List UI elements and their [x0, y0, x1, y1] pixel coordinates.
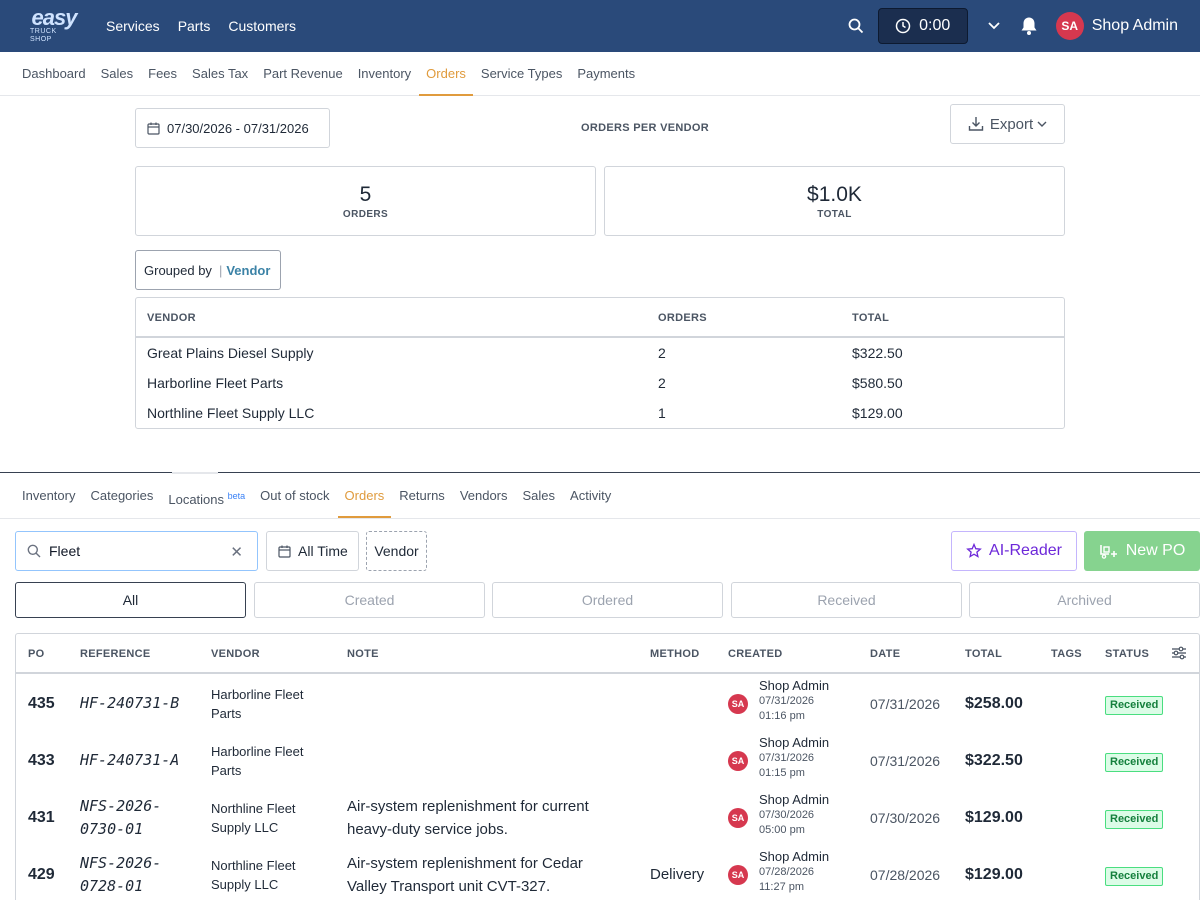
table-row[interactable]: 433 HF-240731-A Harborline Fleet Parts SA… — [16, 732, 1200, 789]
status-tab-ordered[interactable]: Ordered — [492, 582, 723, 618]
timer-value: 0:00 — [919, 17, 951, 34]
search-icon[interactable] — [848, 18, 864, 34]
pane-divider-handle[interactable] — [172, 472, 218, 474]
table-row[interactable]: 431 NFS-2026- 0730-01 Northline Fleet Supp… — [16, 789, 1200, 846]
status-badge: Received — [1105, 753, 1164, 772]
chevron-down-icon — [1037, 121, 1047, 127]
new-po-button[interactable]: New PO — [1084, 531, 1200, 571]
top-bar: easy TRUCK SHOP Services Parts Customers… — [0, 0, 1200, 52]
clock-icon — [895, 18, 911, 34]
tab-categories[interactable]: Categories — [90, 487, 154, 503]
vendor-orders-table: VENDOR ORDERS TOTAL Great Plains Diesel … — [135, 297, 1065, 429]
avatar: SA — [728, 751, 748, 771]
tab-orders[interactable]: Orders — [419, 52, 473, 96]
table-row[interactable]: Harborline Fleet Parts 2 $580.50 — [147, 375, 903, 391]
tab-activity[interactable]: Activity — [570, 487, 612, 503]
main-nav: Services Parts Customers — [106, 18, 314, 34]
avatar: SA — [728, 808, 748, 828]
pane-divider — [0, 472, 1200, 473]
status-tab-archived[interactable]: Archived — [969, 582, 1200, 618]
date-range-picker[interactable]: 07/30/2026 - 07/31/2026 — [135, 108, 330, 148]
report-title: ORDERS PER VENDOR — [581, 122, 709, 134]
table-header: PO REFERENCE VENDOR NOTE METHOD CREATED … — [16, 634, 1199, 674]
sparkle-icon — [966, 543, 982, 558]
status-tab-all[interactable]: All — [15, 582, 246, 618]
table-header: VENDOR ORDERS TOTAL — [136, 298, 1064, 338]
clear-search-icon[interactable]: ✕ — [230, 544, 243, 561]
tab-parts-sales[interactable]: Sales — [522, 487, 556, 503]
cart-truck-icon — [1099, 545, 1117, 559]
table-row[interactable]: Northline Fleet Supply LLC 1 $129.00 — [147, 405, 903, 421]
chevron-down-icon[interactable] — [988, 22, 1000, 30]
avatar: SA — [728, 694, 748, 714]
tab-vendors[interactable]: Vendors — [459, 487, 508, 503]
ai-reader-button[interactable]: AI-Reader — [951, 531, 1077, 571]
tab-parts-inventory[interactable]: Inventory — [22, 487, 76, 503]
nav-services[interactable]: Services — [106, 18, 160, 34]
parts-tabs: Inventory Categories Locations beta Out … — [0, 473, 1200, 519]
vendor-filter[interactable]: Vendor — [366, 531, 427, 571]
calendar-icon — [278, 545, 291, 558]
tab-inventory[interactable]: Inventory — [357, 65, 412, 81]
purchase-orders-table: PO REFERENCE VENDOR NOTE METHOD CREATED … — [15, 633, 1200, 900]
status-tab-received[interactable]: Received — [731, 582, 962, 618]
search-value: Fleet — [49, 543, 81, 559]
beta-badge: beta — [227, 490, 246, 501]
report-tabs: Dashboard Sales Fees Sales Tax Part Reve… — [0, 52, 1200, 96]
tab-sales[interactable]: Sales — [100, 65, 134, 81]
status-tabs: All Created Ordered Received Archived — [15, 582, 1200, 618]
tab-part-revenue[interactable]: Part Revenue — [263, 65, 343, 81]
table-row[interactable]: 429 NFS-2026- 0728-01 Northline Fleet Supp… — [16, 846, 1200, 903]
group-by-selector[interactable]: Grouped by | Vendor — [135, 250, 281, 290]
total-stat-card: $1.0K TOTAL — [604, 166, 1065, 236]
tab-service-types[interactable]: Service Types — [480, 65, 563, 81]
status-tab-created[interactable]: Created — [254, 582, 485, 618]
status-badge: Received — [1105, 696, 1164, 715]
tab-payments[interactable]: Payments — [577, 65, 636, 81]
download-icon — [968, 117, 984, 131]
user-name[interactable]: Shop Admin — [1091, 17, 1178, 34]
table-row[interactable]: 435 HF-240731-B Harborline Fleet Parts SA… — [16, 675, 1200, 732]
avatar[interactable]: SA — [1055, 12, 1084, 40]
tab-out-of-stock[interactable]: Out of stock — [260, 487, 330, 503]
bell-icon[interactable] — [1020, 16, 1038, 36]
group-by-value: Vendor — [226, 262, 271, 278]
calendar-icon — [147, 122, 160, 135]
search-icon — [27, 544, 41, 558]
tab-fees[interactable]: Fees — [148, 65, 178, 81]
avatar: SA — [728, 865, 748, 885]
tab-locations[interactable]: Locations beta — [168, 490, 246, 507]
status-badge: Received — [1105, 867, 1164, 886]
tab-parts-orders[interactable]: Orders — [337, 474, 391, 518]
column-settings-icon[interactable] — [1171, 646, 1187, 660]
tab-sales-tax[interactable]: Sales Tax — [192, 65, 249, 81]
nav-customers[interactable]: Customers — [228, 18, 297, 34]
app-logo[interactable]: easy TRUCK SHOP — [30, 5, 77, 44]
search-input[interactable]: Fleet ✕ — [15, 531, 258, 571]
time-clock-button[interactable]: 0:00 — [877, 8, 968, 44]
tab-returns[interactable]: Returns — [399, 487, 445, 503]
date-range-value: 07/30/2026 - 07/31/2026 — [167, 120, 309, 136]
status-badge: Received — [1105, 810, 1164, 829]
orders-stat-card: 5 ORDERS — [135, 166, 596, 236]
table-row[interactable]: Great Plains Diesel Supply 2 $322.50 — [147, 345, 903, 361]
tab-dashboard[interactable]: Dashboard — [22, 65, 86, 81]
export-button[interactable]: Export — [950, 104, 1065, 144]
time-filter[interactable]: All Time — [266, 531, 359, 571]
nav-parts[interactable]: Parts — [177, 18, 211, 34]
